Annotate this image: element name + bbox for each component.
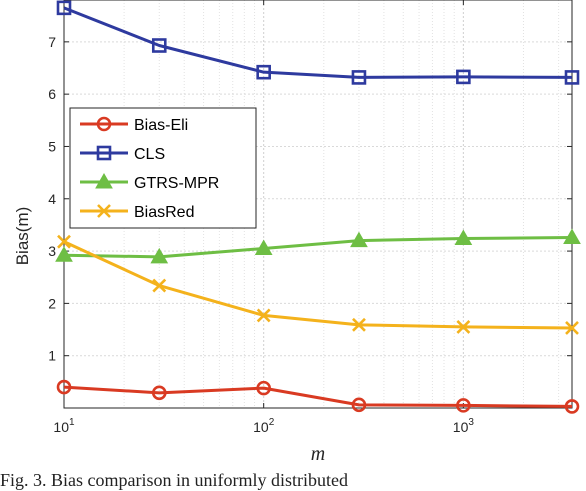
legend-label: GTRS-MPR	[134, 175, 219, 192]
tick-labels: 1 2 3 4 5 6 7 101 102 103	[48, 34, 474, 435]
legend-marker	[96, 116, 112, 132]
y-tick-label: 3	[48, 243, 56, 259]
biasred-point	[256, 308, 271, 323]
series-biasred	[57, 234, 579, 335]
x-tick-label: 101	[53, 417, 75, 435]
gtrs-mpr-point	[350, 231, 368, 248]
legend: Bias-Eli CLS GTRS-MPR BiasRed	[69, 107, 257, 229]
bias-eli-point	[456, 398, 471, 413]
bias-eli-point	[56, 379, 72, 395]
cls-line	[63, 6, 573, 79]
y-axis-label: Bias(m)	[13, 207, 32, 266]
legend-item-cls: CLS	[80, 145, 165, 163]
gtrs-mpr-point	[563, 228, 581, 244]
legend-label: Bias-Eli	[134, 117, 188, 134]
series-cls	[56, 0, 580, 85]
series-gtrs-mpr	[55, 228, 581, 264]
biasred-line	[63, 240, 573, 330]
bias-eli-point	[351, 397, 367, 413]
biasred-point	[565, 321, 579, 335]
legend-label: BiasRed	[134, 204, 194, 221]
gtrs-mpr-point	[150, 247, 169, 264]
legend-item-gtrs-mpr: GTRS-MPR	[80, 172, 219, 192]
y-tick-label: 1	[48, 348, 56, 364]
bias-eli-point	[564, 399, 580, 414]
gtrs-mpr-line	[63, 235, 573, 259]
cls-point	[56, 0, 72, 16]
legend-item-biasred: BiasRed	[80, 204, 194, 221]
y-tick-label: 4	[48, 191, 56, 207]
plot-border	[63, 0, 573, 409]
bias-eli-line	[63, 385, 573, 408]
plot-frame	[63, 0, 573, 409]
legend-marker	[95, 172, 113, 189]
y-tick-label: 6	[48, 86, 56, 102]
gtrs-mpr-point	[55, 246, 73, 262]
grid	[64, 0, 572, 408]
biasred-point	[456, 320, 471, 334]
legend-label: CLS	[134, 146, 165, 163]
x-axis-label: m	[311, 443, 325, 465]
y-tick-label: 5	[48, 138, 56, 154]
series-layer	[55, 0, 581, 414]
y-tick-label: 7	[48, 34, 56, 50]
y-tick-label: 2	[48, 295, 56, 311]
figure-caption: Fig. 3. Bias comparison in uniformly dis…	[0, 470, 348, 490]
biasred-point	[57, 234, 71, 249]
cls-point	[151, 38, 167, 53]
biasred-point	[352, 317, 366, 332]
bias-eli-point	[256, 380, 271, 396]
legend-marker	[97, 204, 111, 218]
cls-point	[564, 70, 580, 85]
x-tick-label: 103	[453, 417, 475, 435]
cls-point	[351, 70, 367, 85]
cls-point	[256, 64, 271, 80]
legend-marker	[96, 145, 112, 161]
gtrs-mpr-point	[254, 239, 273, 255]
biasred-point	[152, 278, 167, 293]
bias-eli-point	[151, 385, 167, 401]
x-tick-label: 102	[253, 417, 275, 435]
bias-chart: 1 2 3 4 5 6 7 101 102 103 Bias(m) m Bias-Eli CLS GT…	[13, 0, 581, 465]
legend-item-bias-eli: Bias-Eli	[80, 116, 188, 134]
cls-point	[456, 69, 471, 85]
gtrs-mpr-point	[454, 229, 473, 246]
series-bias-eli	[56, 379, 580, 414]
